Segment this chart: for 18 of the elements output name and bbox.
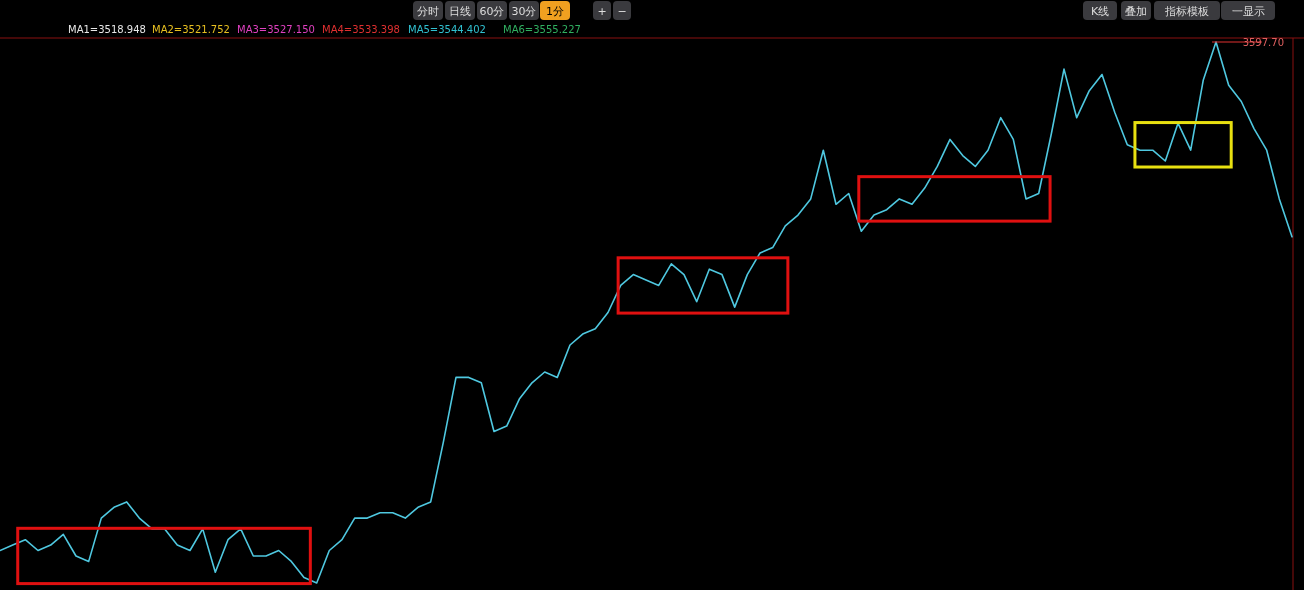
text: 一显示 — [1231, 5, 1265, 18]
text: − — [617, 5, 627, 18]
text: MA1=3518.948 — [68, 24, 146, 35]
text: 日线 — [449, 5, 471, 18]
text: 60分 — [479, 5, 505, 18]
text: MA4=3533.398 — [322, 24, 400, 35]
text: 指标模板 — [1164, 5, 1209, 18]
text: 分时 — [417, 5, 439, 18]
text: MA2=3521.752 — [152, 24, 230, 35]
text: K线 — [1090, 5, 1110, 18]
text: MA6=3555.227 — [503, 24, 581, 35]
text: + — [597, 5, 607, 18]
text: 30分 — [511, 5, 537, 18]
text: 叠加 — [1125, 5, 1147, 18]
text: 1分 — [546, 5, 564, 18]
annotation: 3597.70 — [1242, 37, 1284, 48]
text: MA5=3544.402 — [408, 24, 486, 35]
text: MA3=3527.150 — [237, 24, 315, 35]
